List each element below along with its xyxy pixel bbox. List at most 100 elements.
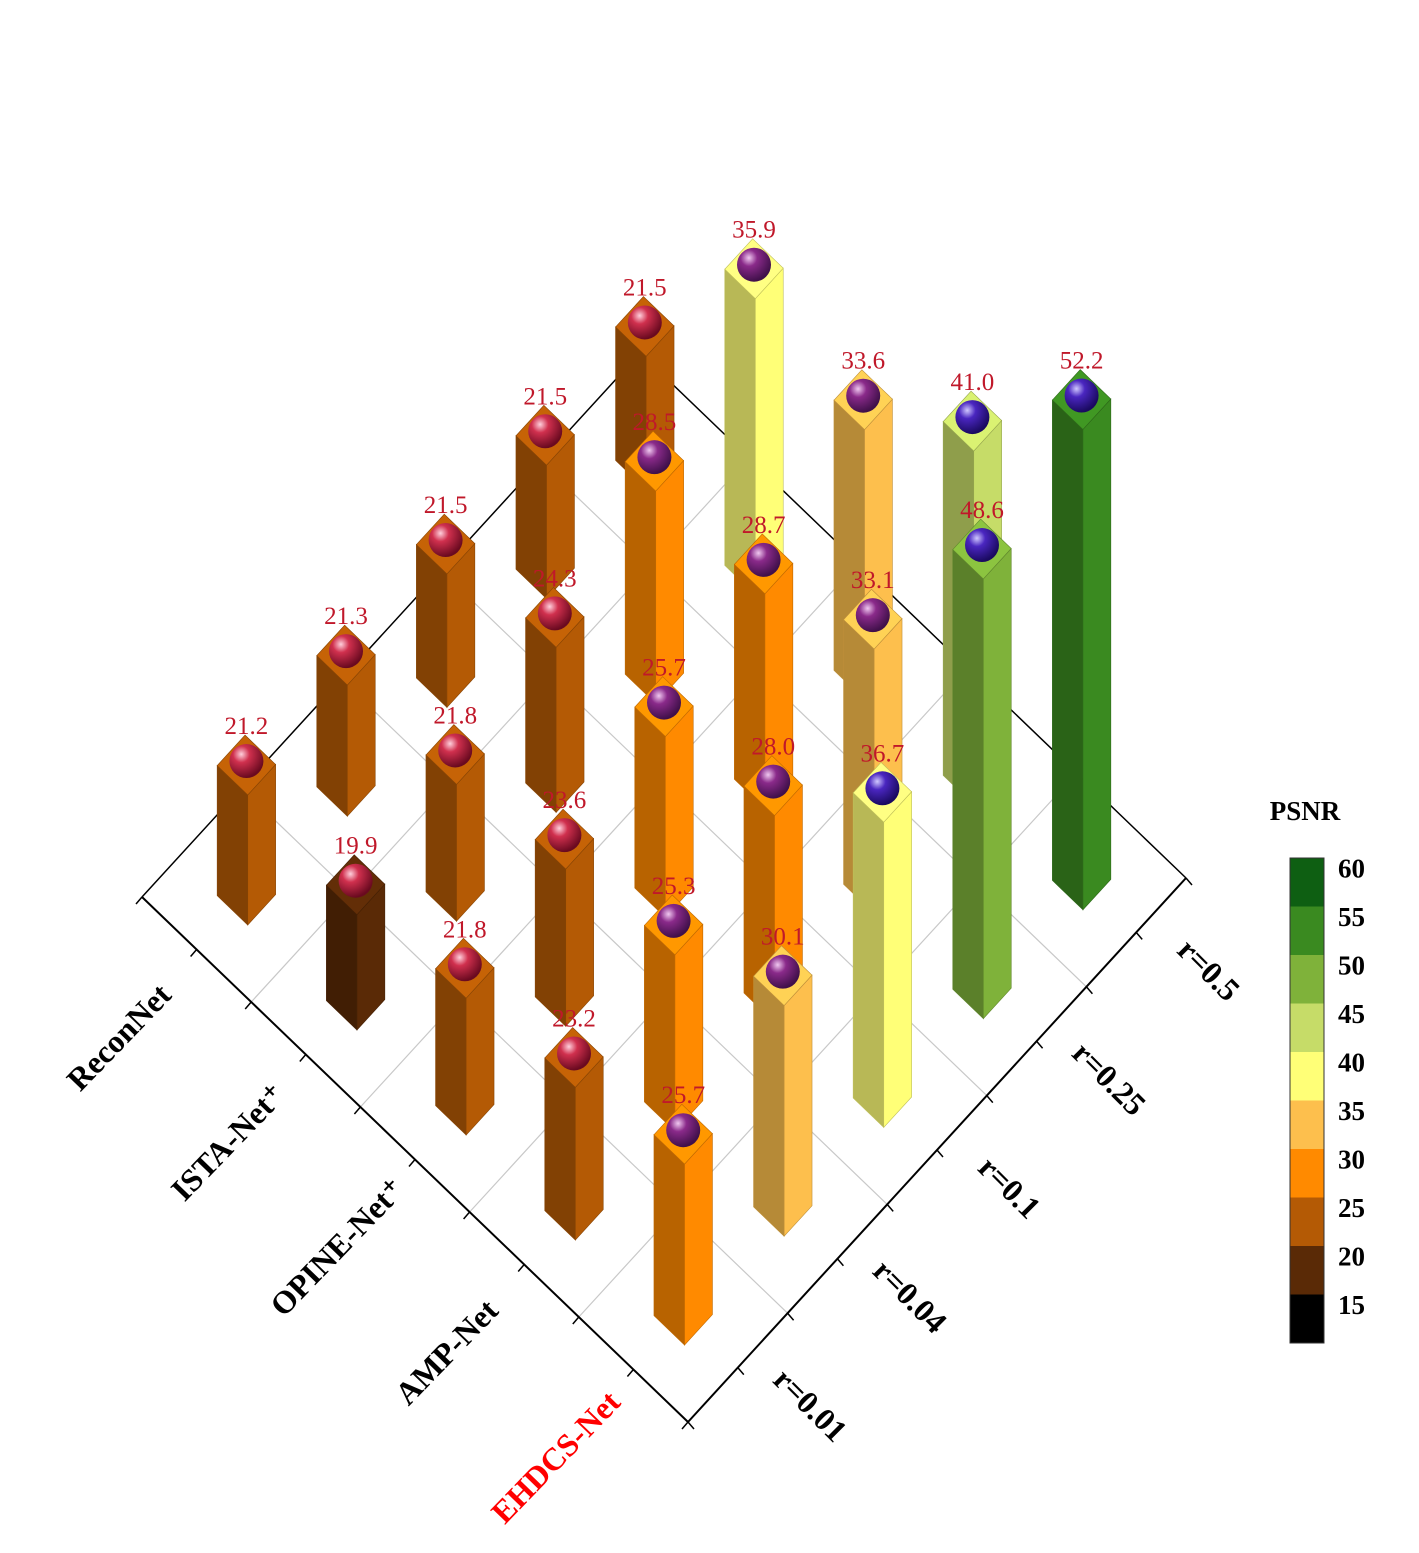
bar-sphere xyxy=(846,378,881,413)
data-label: 21.3 xyxy=(324,603,368,630)
data-label: 19.9 xyxy=(334,833,378,860)
data-label: 33.1 xyxy=(851,567,895,594)
bar-left-face xyxy=(534,838,567,1027)
bar-sphere xyxy=(855,598,890,633)
data-label: 28.7 xyxy=(742,512,786,539)
colorbar-tick-label: 40 xyxy=(1338,1048,1365,1078)
bar-right-face xyxy=(575,1056,604,1241)
colorbar-segment xyxy=(1290,1294,1324,1343)
ratio-axis-tick xyxy=(1085,986,1093,995)
colorbar-tick-label: 15 xyxy=(1338,1290,1365,1320)
bar: 36.7 xyxy=(852,740,913,1129)
ratio-axis-label: r=0.25 xyxy=(1065,1034,1153,1122)
data-label: 21.5 xyxy=(424,492,468,519)
colorbar-tick-label: 50 xyxy=(1338,951,1365,981)
colorbar-tick-label: 45 xyxy=(1338,999,1365,1029)
data-label: 21.5 xyxy=(623,274,667,301)
colorbar-tick-label: 60 xyxy=(1338,854,1365,884)
bar-sphere xyxy=(965,528,999,563)
ratio-axis-tick xyxy=(737,1367,745,1376)
data-label: 41.0 xyxy=(951,369,995,396)
data-label: 21.5 xyxy=(523,383,567,410)
bar-sphere xyxy=(737,247,771,282)
bar-sphere xyxy=(329,634,363,669)
bar-sphere xyxy=(438,733,473,768)
colorbar-segment xyxy=(1290,906,1324,955)
bar-sphere xyxy=(627,305,662,340)
bar-sphere xyxy=(865,771,900,806)
bar: 24.3 xyxy=(525,565,585,814)
bar: 35.9 xyxy=(724,217,784,596)
bar: 30.1 xyxy=(753,924,813,1238)
colorbar-segment xyxy=(1290,1246,1324,1295)
bar-left-face xyxy=(653,1134,685,1346)
data-label: 30.1 xyxy=(761,924,805,951)
bar-right-face xyxy=(883,790,912,1129)
colorbar-segment xyxy=(1290,1100,1324,1149)
method-axis-label: EHDCS-Net xyxy=(484,1383,627,1530)
bar-left-face xyxy=(525,617,557,814)
bar-sphere xyxy=(746,542,781,577)
bar-right-face xyxy=(565,837,594,1028)
colorbar-legend: PSNR 60 55 50 45 40 35 30 25 20 15 xyxy=(1270,796,1365,1344)
method-axis-tick xyxy=(135,896,143,905)
data-label: 25.7 xyxy=(661,1082,705,1109)
colorbar-segment xyxy=(1290,1003,1324,1052)
method-axis-tick xyxy=(517,1264,525,1272)
bar: 25.7 xyxy=(634,655,694,919)
bar: 21.2 xyxy=(216,713,277,926)
colorbar-segment xyxy=(1290,955,1324,1004)
bar-sphere xyxy=(647,685,681,720)
data-label: 21.8 xyxy=(443,916,487,943)
method-axis-tick xyxy=(626,1369,634,1377)
data-label: 28.0 xyxy=(751,734,795,761)
ratio-axis-label: r=0.5 xyxy=(1171,931,1248,1008)
bar: 25.3 xyxy=(643,873,704,1133)
method-axis-tick xyxy=(299,1054,307,1062)
bar-right-face xyxy=(983,547,1012,1020)
bar-left-face xyxy=(952,548,984,1020)
ratio-axis-label: r=0.1 xyxy=(971,1149,1048,1226)
bar: 23.6 xyxy=(534,787,595,1028)
bar-sphere xyxy=(428,523,463,558)
bar-sphere xyxy=(528,414,563,449)
method-axis-tick xyxy=(681,1421,689,1430)
ratio-axis-tick xyxy=(687,1421,695,1430)
method-axis-tick xyxy=(572,1316,580,1325)
bar-sphere xyxy=(765,954,800,989)
bar-sphere xyxy=(955,400,990,435)
colorbar-tick-label: 25 xyxy=(1338,1193,1365,1223)
colorbar-segment xyxy=(1290,1149,1324,1198)
data-label: 36.7 xyxy=(861,740,905,767)
data-label: 25.7 xyxy=(642,655,686,682)
bar-sphere xyxy=(547,818,582,853)
bar: 23.2 xyxy=(544,1005,604,1241)
bar-left-face xyxy=(724,268,756,596)
ratio-axis-label: r=0.01 xyxy=(767,1361,855,1449)
bar-sphere xyxy=(229,744,264,779)
bar: 21.8 xyxy=(435,916,495,1136)
bar: 48.6 xyxy=(952,497,1012,1020)
data-label: 35.9 xyxy=(732,217,776,244)
colorbar-segment xyxy=(1290,1052,1324,1101)
bar-sphere xyxy=(637,440,672,475)
bar-right-face xyxy=(555,616,585,814)
data-label: 25.3 xyxy=(652,873,696,900)
data-label: 21.8 xyxy=(433,702,477,729)
data-label: 21.2 xyxy=(225,713,269,740)
bar: 28.7 xyxy=(733,512,794,810)
bar-sphere xyxy=(656,903,691,938)
bar: 21.5 xyxy=(415,492,476,709)
colorbar-tick-label: 30 xyxy=(1338,1145,1365,1175)
bar-sphere xyxy=(1064,378,1099,413)
colorbar-segment xyxy=(1290,858,1324,907)
bar-sphere xyxy=(338,863,373,898)
method-axis-label: OPINE-Net⁺ xyxy=(263,1171,412,1323)
bar-left-face xyxy=(753,975,785,1237)
data-label: 52.2 xyxy=(1060,348,1104,375)
method-axis-tick xyxy=(408,1159,416,1167)
data-label: 23.2 xyxy=(552,1005,596,1032)
bar-sphere xyxy=(666,1113,701,1148)
bar: 21.8 xyxy=(425,702,485,923)
